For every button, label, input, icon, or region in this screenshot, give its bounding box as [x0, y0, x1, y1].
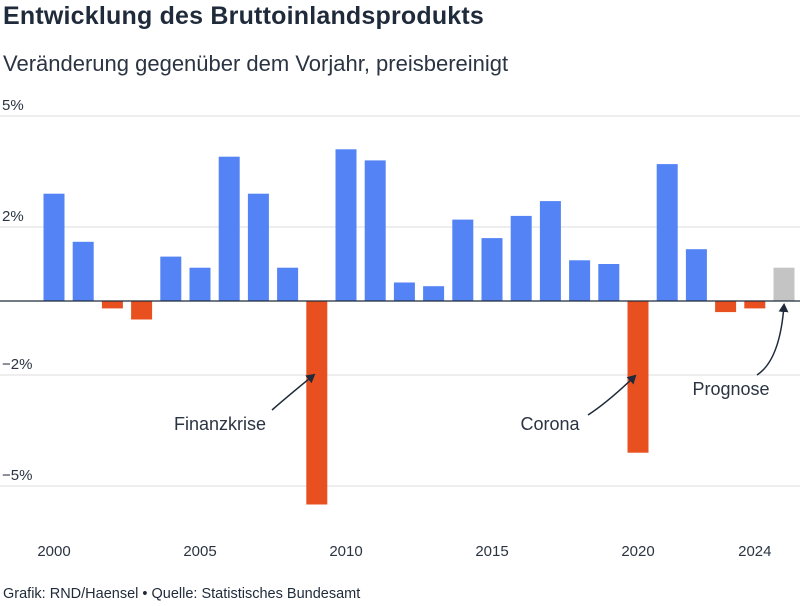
- x-tick-label: 2000: [37, 543, 70, 560]
- bar-2004: [160, 256, 182, 301]
- y-tick-label: 5%: [2, 97, 24, 114]
- bar-2024: [744, 301, 766, 309]
- y-tick-label: −2%: [2, 356, 32, 373]
- bar-2018: [569, 260, 591, 301]
- bar-2005: [189, 267, 211, 301]
- bar-2016: [510, 215, 532, 301]
- bar-2009: [306, 301, 328, 505]
- x-tick-label: 2005: [183, 543, 216, 560]
- y-tick-label: 2%: [2, 208, 24, 225]
- annotation-label-2020: Corona: [520, 414, 580, 434]
- bar-2006: [218, 156, 240, 301]
- source-credit: Grafik: RND/Haensel • Quelle: Statistisc…: [3, 586, 361, 602]
- bar-2000: [43, 193, 65, 301]
- chart-subtitle: Veränderung gegenüber dem Vorjahr, preis…: [3, 51, 509, 76]
- bar-2015: [481, 238, 503, 301]
- x-tick-label: 2020: [621, 543, 654, 560]
- y-tick-label: −5%: [2, 467, 32, 484]
- bar-2001: [72, 241, 94, 301]
- bar-2012: [393, 282, 415, 301]
- x-tick-label: 2010: [329, 543, 362, 560]
- bar-2023: [715, 301, 737, 313]
- bar-2025: [773, 267, 795, 301]
- bar-2007: [247, 193, 269, 301]
- annotation-arrow-2025: [756, 303, 789, 376]
- bar-2011: [364, 160, 386, 301]
- annotation-arrow-2020: [587, 374, 637, 416]
- x-tick-label: 2024: [738, 543, 771, 560]
- bar-2003: [131, 301, 153, 320]
- bar-2022: [685, 249, 707, 301]
- annotation-label-2025: Prognose: [692, 379, 769, 399]
- bar-2008: [277, 267, 299, 301]
- bar-2019: [598, 264, 620, 301]
- bar-2017: [539, 201, 561, 301]
- bar-2002: [101, 301, 123, 309]
- annotation-label-2009: Finanzkrise: [174, 414, 266, 434]
- annotation-arrow-2009: [271, 373, 316, 411]
- bar-2013: [423, 286, 445, 301]
- chart-title: Entwicklung des Bruttoinlandsprodukts: [3, 2, 485, 30]
- bar-2014: [452, 219, 474, 301]
- bar-2020: [627, 301, 649, 453]
- x-tick-label: 2015: [475, 543, 508, 560]
- bar-2010: [335, 149, 357, 301]
- bar-2021: [656, 164, 678, 301]
